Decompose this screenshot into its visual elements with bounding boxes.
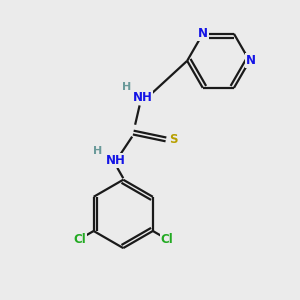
- Text: N: N: [246, 54, 256, 67]
- Text: NH: NH: [133, 92, 152, 104]
- Text: Cl: Cl: [160, 233, 173, 246]
- Text: N: N: [198, 27, 208, 40]
- Text: H: H: [93, 146, 103, 156]
- Text: H: H: [122, 82, 132, 92]
- Text: Cl: Cl: [73, 233, 86, 246]
- Text: S: S: [169, 133, 177, 146]
- Text: NH: NH: [106, 154, 126, 167]
